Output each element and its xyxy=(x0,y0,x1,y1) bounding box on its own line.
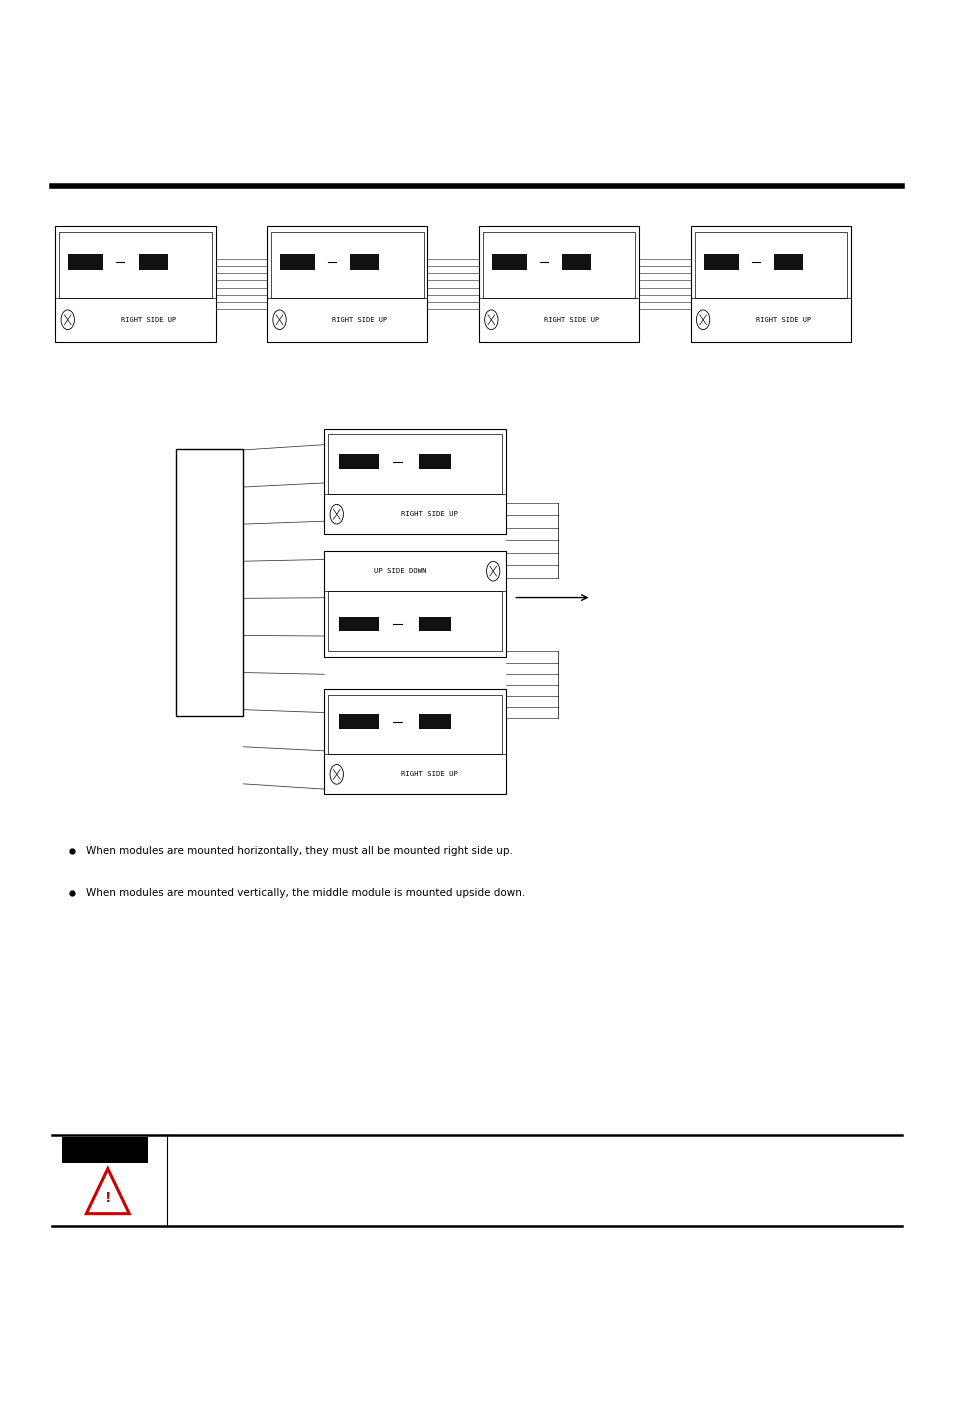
Bar xyxy=(328,434,501,495)
Circle shape xyxy=(273,309,286,329)
Bar xyxy=(491,254,526,270)
Bar xyxy=(328,591,501,651)
Circle shape xyxy=(484,309,497,329)
Text: RIGHT SIDE UP: RIGHT SIDE UP xyxy=(400,772,457,778)
Bar xyxy=(328,695,501,754)
Circle shape xyxy=(486,561,499,581)
Text: RIGHT SIDE UP: RIGHT SIDE UP xyxy=(400,512,457,517)
Bar xyxy=(267,226,427,342)
Bar xyxy=(271,232,423,298)
Bar xyxy=(338,454,378,468)
Text: When modules are mounted vertically, the middle module is mounted upside down.: When modules are mounted vertically, the… xyxy=(86,887,524,898)
Bar xyxy=(279,254,314,270)
Circle shape xyxy=(696,309,709,329)
Bar xyxy=(561,254,591,270)
Bar xyxy=(176,449,243,716)
Bar xyxy=(418,454,451,468)
Text: RIGHT SIDE UP: RIGHT SIDE UP xyxy=(755,316,810,323)
Bar xyxy=(180,454,239,710)
Polygon shape xyxy=(87,1168,130,1213)
Text: RIGHT SIDE UP: RIGHT SIDE UP xyxy=(120,316,175,323)
Bar xyxy=(59,232,212,298)
Text: !: ! xyxy=(105,1191,111,1205)
Bar xyxy=(690,226,850,342)
Circle shape xyxy=(61,309,74,329)
Bar xyxy=(68,254,103,270)
Bar xyxy=(324,689,505,794)
Bar xyxy=(418,617,451,631)
Circle shape xyxy=(330,505,343,524)
Bar xyxy=(55,226,215,342)
Bar xyxy=(338,714,378,728)
Text: UP SIDE DOWN: UP SIDE DOWN xyxy=(374,568,426,574)
Bar xyxy=(702,254,738,270)
Circle shape xyxy=(330,765,343,785)
Text: RIGHT SIDE UP: RIGHT SIDE UP xyxy=(543,316,598,323)
Bar xyxy=(350,254,379,270)
Bar xyxy=(324,551,505,657)
Text: When modules are mounted horizontally, they must all be mounted right side up.: When modules are mounted horizontally, t… xyxy=(86,845,512,856)
Bar xyxy=(418,714,451,728)
Bar xyxy=(478,226,639,342)
Bar xyxy=(694,232,846,298)
Bar xyxy=(138,254,168,270)
Bar xyxy=(482,232,635,298)
Text: RIGHT SIDE UP: RIGHT SIDE UP xyxy=(332,316,387,323)
Bar xyxy=(62,1137,148,1163)
Bar xyxy=(338,617,378,631)
Bar xyxy=(324,429,505,534)
Bar xyxy=(773,254,802,270)
